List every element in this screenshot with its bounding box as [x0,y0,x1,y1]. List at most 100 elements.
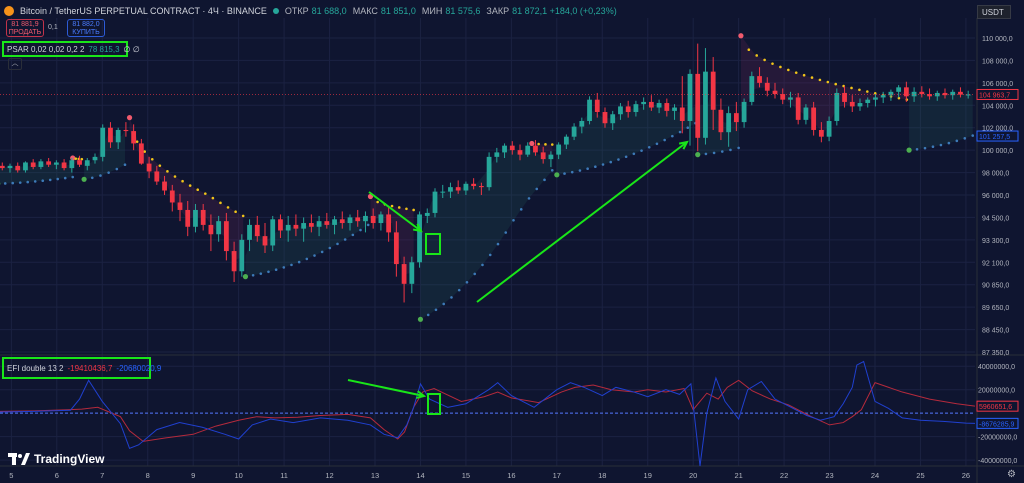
currency-selector[interactable]: USDT [977,5,1011,19]
sar-dot [544,143,547,146]
candle [587,96,592,125]
candle [540,146,546,164]
candle-body [556,144,562,155]
candle [826,116,832,142]
sar-dot [737,146,740,150]
price-tick-label: 106 000,0 [982,81,1013,88]
candle-body [803,107,809,120]
candle [873,94,878,107]
candle-body [92,156,98,161]
buy-button[interactable]: 81 882,0 КУПИТЬ [67,19,105,37]
sell-label: ПРОДАТЬ [8,29,42,36]
settings-icon[interactable]: ⚙ [1007,469,1016,480]
candle [648,95,654,111]
candle-body [880,95,886,98]
symbol-title[interactable]: Bitcoin / TetherUS PERPETUAL CONTRACT · … [20,6,267,16]
grid-lines [0,18,975,466]
collapse-legend-button[interactable]: ︿ [8,58,22,70]
candle [123,122,129,137]
sar-dot [850,86,853,90]
signal-arrow-main-shaft [368,191,422,232]
candle-body [656,103,662,108]
candle [733,101,739,132]
candle [432,188,438,218]
candle-body [703,71,708,138]
sar-dot [818,78,822,82]
time-tick-label: 6 [55,471,59,480]
candle [579,117,585,134]
candle [950,89,956,100]
price-tick-label: 89 650,0 [982,305,1009,312]
sar-dot [535,187,539,191]
candle-body [339,219,345,224]
candle [208,214,214,252]
candle-body [231,251,237,272]
candle [927,88,932,100]
efi-red-line [0,379,976,442]
candle-body [818,129,824,137]
candle [656,99,662,114]
candle-body [857,103,863,107]
signal-arrow-main-head [412,223,423,233]
candle [53,160,59,170]
sar-dot [686,126,690,130]
candle-body [888,91,894,96]
sar-dot [115,167,119,171]
candle-body [873,97,878,100]
tradingview-logo[interactable]: TradingView [8,452,104,466]
candle [254,215,260,242]
sar-dot [397,206,401,209]
candle-body [247,224,252,240]
sar-dot [107,171,110,174]
time-tick-label: 18 [598,471,606,480]
sar-dot [897,96,901,100]
sar-dot [336,242,339,246]
market-open-dot [272,8,279,14]
candle-body [540,152,546,160]
candle-body [896,87,902,92]
candle-body [641,101,647,105]
sar-dot [755,54,759,57]
trend-arrow-head [678,140,689,150]
sar-dot [196,188,200,192]
candle-body [30,162,36,167]
sar-dot [251,273,255,277]
candle [38,159,44,170]
efi-blue-tag-text: -8676285,9 [979,421,1015,428]
time-tick-label: 9 [191,471,195,480]
candle-body [749,76,755,102]
time-tick-label: 11 [280,471,288,480]
candle-body [393,232,399,265]
candle [749,71,755,106]
price-axis: 110 000,0 108 000,0 106 000,0 104 000,0 102 … [978,36,1017,465]
parabolic-sar [0,33,975,322]
sar-dot [33,180,37,183]
candle [308,214,314,233]
candle [108,122,113,148]
sar-dot [282,266,286,269]
efi-legend[interactable]: EFI double 13 2 -19410436,7 -20680020,9 [2,357,161,379]
candle-body [324,221,330,225]
sar-dot [971,134,975,137]
sar-dot [678,130,682,134]
sar-dot [617,158,620,161]
candle [417,211,422,268]
sell-button[interactable]: 81 881,9 ПРОДАТЬ [6,19,44,37]
candle-body [278,219,283,231]
candle [316,215,322,237]
sar-dot [41,179,45,183]
psar-legend[interactable]: PSAR 0,02 0,02 0,2 2 78 815,3 ∅ ∅ [2,41,140,57]
candle-body [958,91,963,95]
candle-body [193,209,198,227]
candle [494,147,500,163]
annotations [347,140,689,415]
sar-dot [71,175,75,179]
sar-fill [129,117,244,262]
candle-body [293,224,299,229]
candle [30,159,36,170]
candle-body [587,99,592,121]
candle [672,104,677,120]
candle-body [726,113,732,133]
psar-value: 78 815,3 [88,44,120,54]
